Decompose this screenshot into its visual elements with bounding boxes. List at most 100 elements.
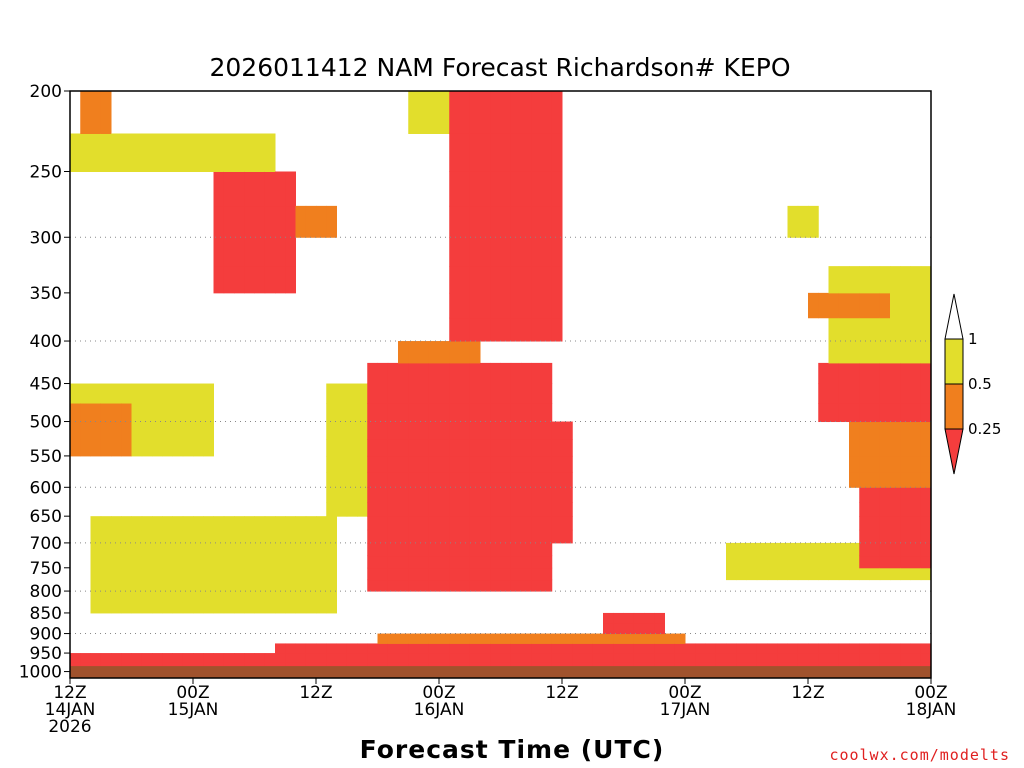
heatmap-cell (500, 471, 512, 488)
heatmap-cell (920, 403, 932, 423)
heatmap-cell (100, 591, 112, 603)
heatmap-cell (408, 516, 419, 531)
heatmap-cell (541, 421, 553, 440)
heatmap-cell (264, 542, 276, 557)
heatmap-cell (500, 542, 512, 557)
heatmap-cell (141, 555, 153, 569)
heatmap-cell (541, 171, 553, 207)
heatmap-cell (428, 555, 440, 569)
heatmap-cell (551, 205, 563, 238)
heatmap-cell (418, 516, 430, 531)
heatmap-cell (480, 205, 491, 238)
heatmap-cell (500, 237, 512, 267)
heatmap-cell (480, 133, 491, 172)
heatmap-cell (490, 529, 501, 544)
heatmap-cell (633, 633, 645, 644)
heatmap-cell (418, 579, 430, 592)
heatmap-cell (193, 591, 204, 603)
heatmap-cell (890, 403, 901, 423)
heatmap-cell (900, 542, 911, 557)
heatmap-cell (387, 529, 399, 544)
heatmap-cell (910, 341, 922, 364)
heatmap-cell (326, 516, 337, 531)
heatmap-cell (715, 643, 727, 654)
heatmap-cell (490, 555, 501, 569)
heatmap-cell (387, 567, 399, 581)
heatmap-cell (531, 471, 542, 488)
heatmap-cell (428, 439, 440, 457)
heatmap-cell (295, 542, 307, 557)
heatmap-cell (213, 602, 225, 614)
heatmap-cell (193, 383, 204, 404)
heatmap-cell (890, 292, 901, 319)
heatmap-cell (859, 567, 870, 581)
x-axis-label: Forecast Time (UTC) (360, 735, 665, 764)
heatmap-cell (418, 542, 430, 557)
heatmap-cell (203, 383, 214, 404)
heatmap-cell (367, 567, 378, 581)
heatmap-cell (346, 471, 358, 488)
heatmap-cell (531, 579, 542, 592)
y-axis: 200 250 300 350 400 450 500 550 600 650 700 750 8008… (19, 82, 70, 683)
ground-layer (70, 666, 931, 678)
heatmap-cell (264, 529, 276, 544)
heatmap-cell (469, 439, 481, 457)
heatmap-cell (449, 487, 460, 503)
heatmap-cell (480, 487, 491, 503)
heatmap-cell (705, 653, 717, 663)
heatmap-cell (459, 653, 471, 663)
heatmap-cell (510, 362, 522, 385)
heatmap-cell (920, 439, 932, 457)
heatmap-cell (510, 567, 522, 581)
heatmap-cell (111, 439, 122, 457)
heatmap-cell (859, 362, 870, 385)
heatmap-cell (377, 643, 389, 654)
heatmap-cell (459, 516, 471, 531)
heatmap-cell (336, 643, 348, 654)
heatmap-cell (541, 579, 553, 592)
y-tick-label: 200 (30, 82, 62, 102)
heatmap-cell (449, 579, 460, 592)
heatmap-cell (459, 643, 471, 654)
heatmap-cell (152, 579, 163, 592)
heatmap-cell (510, 403, 522, 423)
heatmap-cell (541, 317, 553, 342)
heatmap-cell (746, 653, 758, 663)
heatmap-cell (900, 362, 911, 385)
heatmap-cell (111, 542, 122, 557)
heatmap-cell (664, 643, 676, 654)
heatmap-cell (193, 439, 204, 457)
heatmap-cell (285, 171, 296, 207)
heatmap-cell (398, 542, 409, 557)
heatmap-cell (510, 133, 522, 172)
heatmap-cell (316, 555, 327, 569)
y-tick-label: 650 (30, 507, 62, 527)
heatmap-cell (234, 516, 245, 531)
heatmap-cell (510, 317, 522, 342)
heatmap-cell (193, 579, 204, 592)
heatmap-cell (531, 555, 542, 569)
heatmap-cell (152, 542, 163, 557)
heatmap-cell (859, 516, 870, 531)
heatmap-cell (439, 403, 450, 423)
heatmap-cell (562, 643, 573, 654)
heatmap-cell (121, 383, 132, 404)
heatmap-cell (387, 502, 399, 517)
x-tick-label: 2026 (48, 717, 91, 737)
heatmap-cell (644, 643, 655, 654)
heatmap-cell (336, 439, 348, 457)
heatmap-cell (459, 633, 471, 644)
heatmap-cell (469, 171, 481, 207)
heatmap-cell (131, 383, 143, 404)
heatmap-cell (377, 516, 389, 531)
heatmap-cell (879, 502, 891, 517)
heatmap-cell (439, 643, 450, 654)
heatmap-cell (449, 205, 460, 238)
heatmap-cell (623, 653, 635, 663)
heatmap-cell (111, 567, 122, 581)
heatmap-cell (541, 362, 553, 385)
heatmap-cell (910, 292, 922, 319)
heatmap-cell (254, 591, 266, 603)
heatmap-cell (336, 471, 348, 488)
heatmap-cell (203, 133, 214, 172)
